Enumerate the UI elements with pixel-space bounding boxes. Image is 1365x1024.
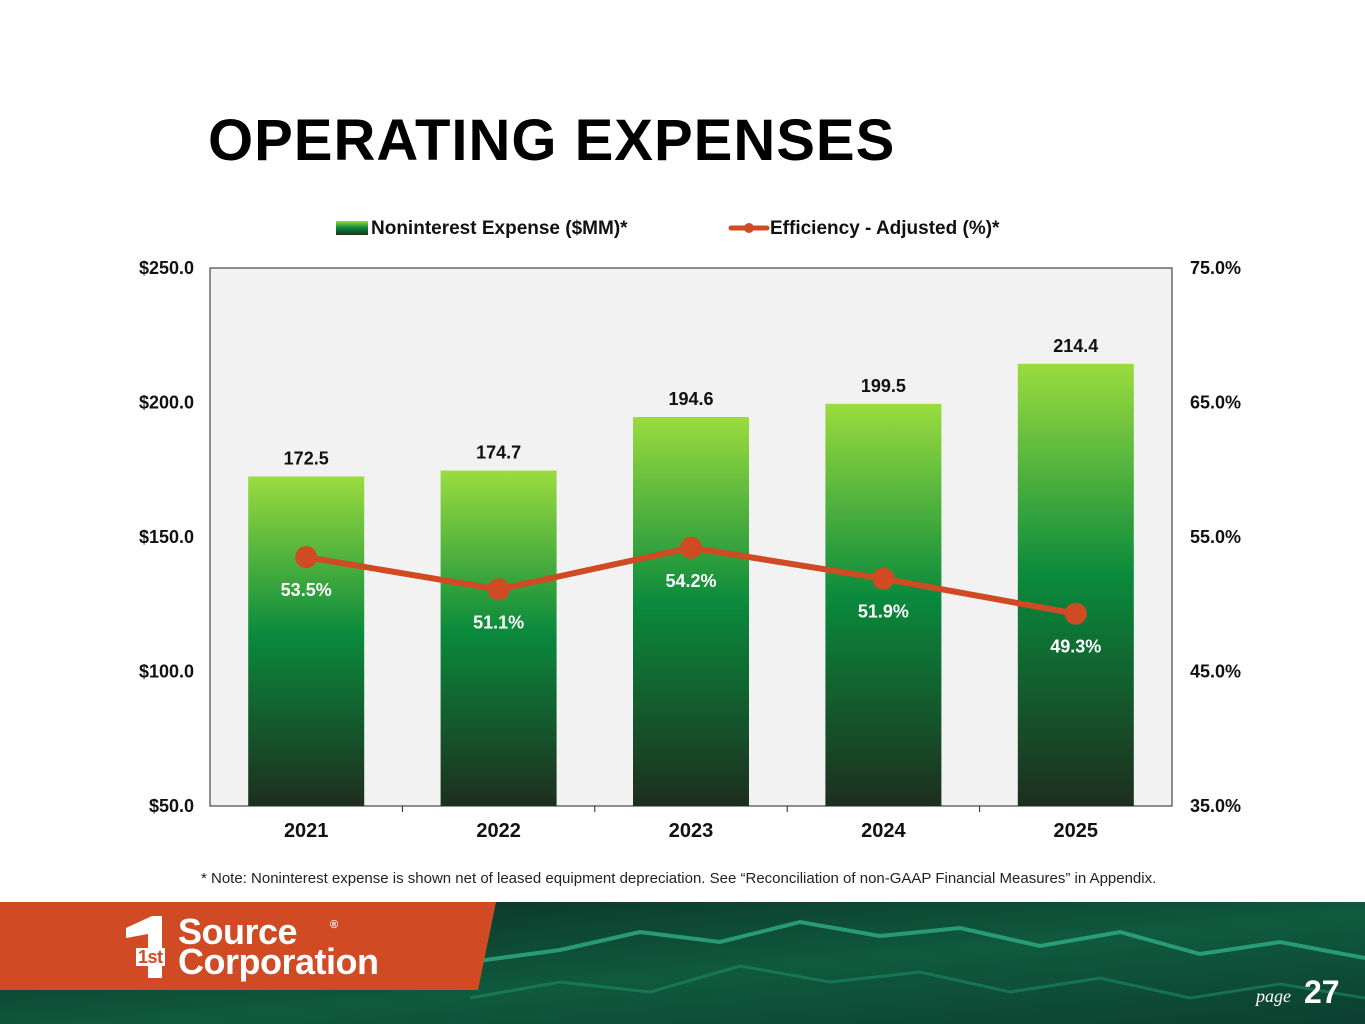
footer-trend-line [469, 919, 1365, 964]
bar-series: 172.5 174.7 194.6 199.5 214.4 [248, 336, 1134, 806]
bar [1017, 363, 1134, 806]
logo-mark-text: 1st [136, 947, 165, 967]
y-axis-left: $250.0 $200.0 $150.0 $100.0 $50.0 [139, 258, 194, 816]
x-tick-label: 2025 [1054, 820, 1099, 842]
bar [440, 470, 557, 806]
y-right-tick-label: 55.0% [1190, 527, 1241, 547]
page-number: 27 [1304, 974, 1340, 1010]
x-tick-label: 2022 [476, 820, 521, 842]
bar [248, 476, 365, 806]
logo-line-1: Source [178, 911, 298, 952]
bar [633, 417, 749, 806]
chart: Noninterest Expense ($MM)* Efficiency - … [139, 218, 1241, 842]
y-left-tick-label: $200.0 [139, 393, 194, 413]
page-title: OPERATING EXPENSES [208, 108, 896, 173]
legend-label-bar: Noninterest Expense ($MM)* [371, 218, 628, 239]
y-left-tick-label: $150.0 [139, 527, 194, 547]
logo-registered-mark: ® [330, 919, 338, 931]
efficiency-marker [872, 567, 895, 590]
efficiency-data-label: 53.5% [281, 580, 332, 600]
y-right-tick-label: 75.0% [1190, 258, 1241, 278]
efficiency-marker [295, 546, 318, 569]
footnote: * Note: Noninterest expense is shown net… [201, 870, 1157, 887]
efficiency-data-label: 54.2% [665, 571, 716, 591]
legend-swatch-bar [336, 221, 368, 235]
x-tick-label: 2024 [861, 820, 906, 842]
footer-banner [0, 902, 1365, 1024]
x-tick-label: 2021 [284, 820, 329, 842]
x-axis: 2021 2022 2023 2024 2025 [284, 806, 1098, 842]
bar-data-label: 172.5 [284, 448, 329, 468]
efficiency-marker [487, 578, 510, 601]
line-series: 53.5% 51.1% 54.2% 51.9% 49.3% [281, 536, 1101, 657]
y-left-tick-label: $50.0 [149, 796, 194, 816]
bar-data-label: 174.7 [476, 443, 521, 463]
footer-trend-line-secondary [469, 964, 1365, 1000]
bar-data-label: 214.4 [1053, 336, 1098, 356]
y-left-tick-label: $250.0 [139, 258, 194, 278]
efficiency-data-label: 51.9% [858, 602, 909, 622]
efficiency-marker [680, 536, 702, 559]
bar-data-label: 194.6 [668, 389, 713, 409]
y-axis-right: 75.0% 65.0% 55.0% 45.0% 35.0% [1190, 258, 1241, 816]
x-tick-label: 2023 [669, 820, 714, 842]
efficiency-marker [1064, 602, 1087, 625]
legend-swatch-marker [744, 223, 754, 233]
y-right-tick-label: 45.0% [1190, 662, 1241, 682]
y-left-tick-label: $100.0 [139, 662, 194, 682]
footer-accent-panel [0, 902, 496, 990]
logo-line-2: Corporation [178, 941, 379, 982]
chart-legend: Noninterest Expense ($MM)* Efficiency - … [336, 218, 1000, 239]
page-label: page [1256, 986, 1291, 1006]
efficiency-data-label: 49.3% [1050, 637, 1101, 657]
efficiency-data-label: 51.1% [473, 612, 524, 632]
y-right-tick-label: 65.0% [1190, 393, 1241, 413]
y-right-tick-label: 35.0% [1190, 796, 1241, 816]
legend-label-line: Efficiency - Adjusted (%)* [770, 218, 1000, 239]
bar-data-label: 199.5 [861, 376, 906, 396]
bar [825, 403, 942, 806]
